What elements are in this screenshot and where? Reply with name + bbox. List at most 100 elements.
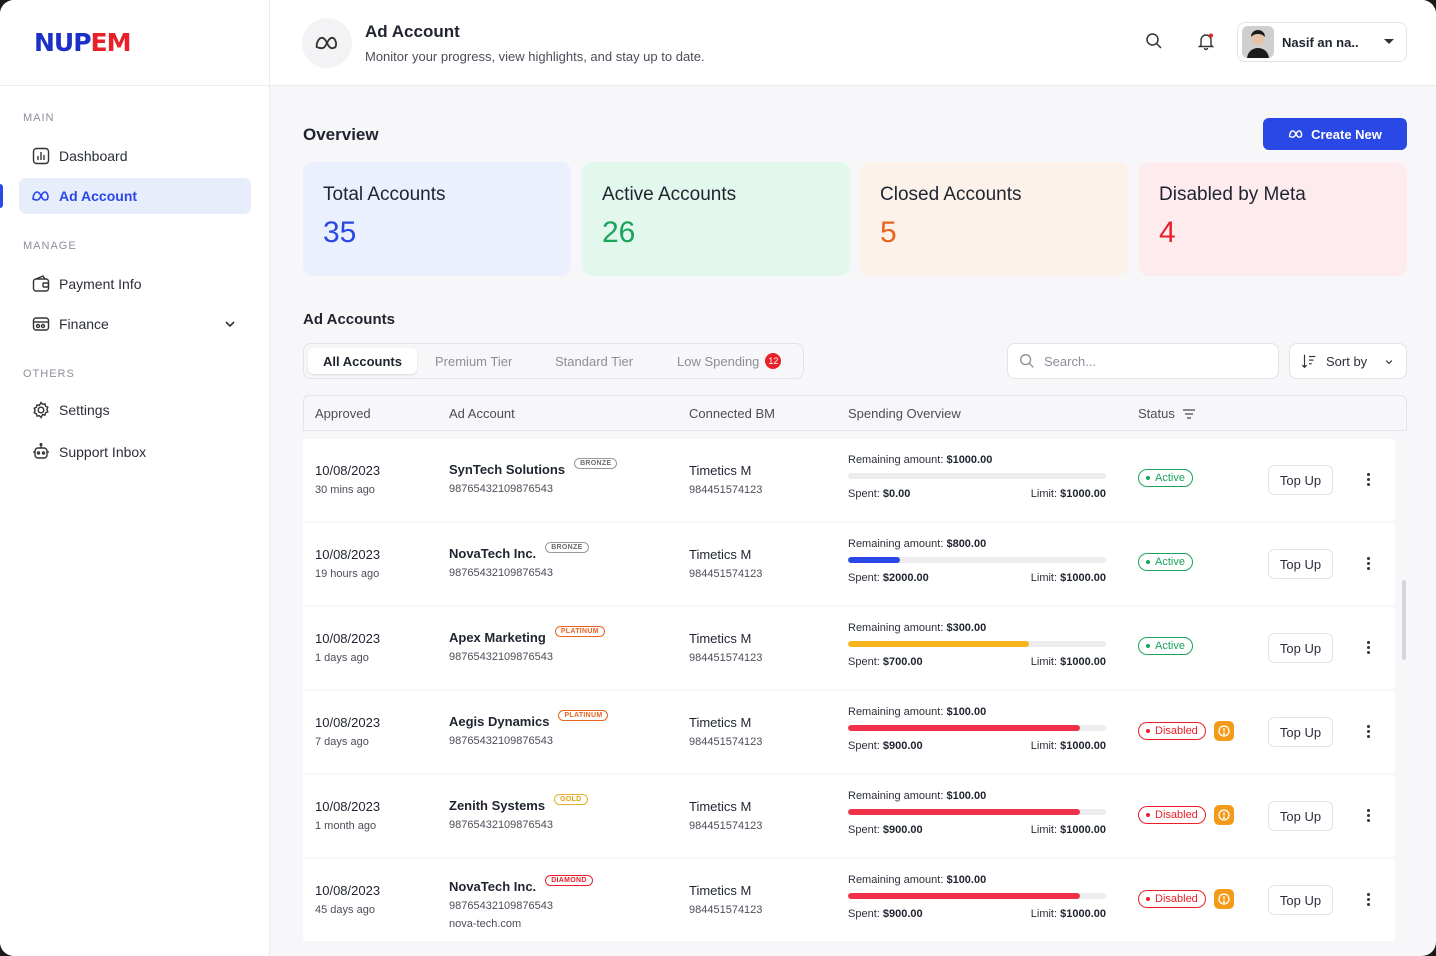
spending-progress-bar — [848, 809, 1106, 815]
top-up-button[interactable]: Top Up — [1268, 801, 1333, 831]
sidebar-item-dashboard[interactable]: Dashboard — [19, 138, 251, 174]
sidebar-item-label: Payment Info — [59, 276, 142, 292]
approved-cell: 10/08/2023 45 days ago — [315, 883, 380, 916]
stat-card: Total Accounts 35 — [303, 162, 571, 276]
ad-account-domain: nova-tech.com — [449, 918, 522, 930]
spending-progress-bar — [848, 473, 1106, 479]
avatar-image — [1242, 26, 1274, 58]
connected-bm-cell: Timetics M 984451574123 — [689, 631, 762, 664]
warning-icon[interactable] — [1213, 889, 1234, 909]
create-new-label: Create New — [1311, 126, 1382, 142]
search-box — [1007, 343, 1279, 379]
spending-progress-bar — [848, 557, 1106, 563]
warning-icon[interactable] — [1213, 805, 1234, 825]
top-up-button[interactable]: Top Up — [1268, 885, 1333, 915]
stat-card: Disabled by Meta 4 — [1139, 162, 1407, 276]
ad-accounts-title: Ad Accounts — [303, 311, 395, 328]
ad-account-cell: Apex Marketing PLATINUM 98765432109876543 — [449, 626, 605, 663]
table-row[interactable]: 10/08/2023 7 days ago Aegis Dynamics PLATIN… — [303, 691, 1395, 773]
ad-account-name[interactable]: Zenith Systems — [449, 798, 546, 813]
limit-amount: Limit: $1000.00 — [1030, 572, 1106, 584]
more-options-icon[interactable] — [1360, 637, 1376, 657]
ad-account-name[interactable]: NovaTech Inc. — [449, 879, 537, 894]
ad-account-id: 98765432109876543 — [449, 483, 554, 495]
tier-badge: PLATINUM — [554, 626, 605, 637]
approved-ago: 19 hours ago — [315, 568, 380, 580]
section-label-main: MAIN — [23, 112, 55, 124]
sidebar-item-support-inbox[interactable]: Support Inbox — [19, 434, 251, 470]
bell-icon — [1197, 33, 1215, 51]
spending-progress-bar — [848, 641, 1106, 647]
ad-account-name[interactable]: Apex Marketing — [449, 630, 546, 645]
table-row[interactable]: 10/08/2023 30 mins ago SynTech Solutions BR… — [303, 439, 1395, 521]
tab-all-accounts[interactable]: All Accounts — [308, 348, 417, 374]
caret-down-icon — [1384, 39, 1394, 44]
tier-badge: DIAMOND — [545, 875, 593, 886]
section-label-manage: MANAGE — [23, 240, 77, 252]
remaining-amount: Remaining amount: $800.00 — [848, 538, 987, 550]
more-options-icon[interactable] — [1360, 889, 1376, 909]
top-up-button[interactable]: Top Up — [1268, 549, 1333, 579]
sidebar-item-ad-account[interactable]: Ad Account — [19, 178, 251, 214]
user-menu[interactable]: Nasif an na.. — [1237, 22, 1407, 62]
tab-standard-tier[interactable]: Standard Tier — [555, 348, 633, 374]
status-cell: Active — [1138, 637, 1193, 655]
approved-date: 10/08/2023 — [315, 463, 381, 478]
top-up-button[interactable]: Top Up — [1268, 633, 1333, 663]
column-header-status[interactable]: Status — [1138, 406, 1197, 421]
brand-logo[interactable]: NUPEM — [34, 28, 132, 57]
sort-dropdown[interactable]: Sort by — [1289, 343, 1407, 379]
sort-label: Sort by — [1326, 353, 1368, 369]
top-up-button[interactable]: Top Up — [1268, 717, 1333, 747]
approved-date: 10/08/2023 — [315, 547, 381, 562]
tier-badge: BRONZE — [574, 458, 618, 469]
table-row[interactable]: 10/08/2023 1 days ago Apex Marketing PLATIN… — [303, 607, 1395, 689]
more-options-icon[interactable] — [1360, 721, 1376, 741]
table-row[interactable]: 10/08/2023 19 hours ago NovaTech Inc. BRONZ… — [303, 523, 1395, 605]
search-input[interactable] — [1044, 353, 1264, 369]
limit-amount: Limit: $1000.00 — [1030, 488, 1106, 500]
scrollbar[interactable] — [1402, 580, 1406, 660]
top-up-button[interactable]: Top Up — [1268, 465, 1333, 495]
status-badge: Active — [1138, 553, 1193, 571]
more-options-icon[interactable] — [1360, 469, 1376, 489]
create-new-button[interactable]: Create New — [1263, 118, 1407, 150]
approved-ago: 1 month ago — [315, 820, 377, 832]
limit-amount: Limit: $1000.00 — [1030, 824, 1106, 836]
ad-account-cell: NovaTech Inc. DIAMOND 98765432109876543 nov… — [449, 875, 593, 930]
table-row[interactable]: 10/08/2023 1 month ago Zenith Systems GOLD 9… — [303, 775, 1395, 857]
tab-premium-tier[interactable]: Premium Tier — [435, 348, 512, 374]
stat-card-label: Closed Accounts — [880, 184, 1022, 205]
ad-account-name[interactable]: Aegis Dynamics — [449, 714, 550, 729]
search-icon — [1146, 33, 1162, 49]
spent-amount: Spent: $900.00 — [848, 824, 923, 836]
more-options-icon[interactable] — [1360, 553, 1376, 573]
dashboard-icon — [32, 147, 50, 165]
chevron-down-icon[interactable] — [223, 317, 237, 331]
spent-amount: Spent: $900.00 — [848, 908, 923, 920]
bm-id: 984451574123 — [689, 904, 763, 916]
limit-amount: Limit: $1000.00 — [1030, 656, 1106, 668]
logo-area: NUPEM — [0, 0, 269, 86]
sidebar-item-settings[interactable]: Settings — [19, 392, 251, 428]
spending-progress-fill — [848, 809, 1081, 815]
sidebar-item-finance[interactable]: Finance — [19, 306, 251, 342]
column-header-ad-account: Ad Account — [449, 406, 515, 421]
filter-icon — [1182, 408, 1195, 419]
sidebar-item-payment-info[interactable]: Payment Info — [19, 266, 251, 302]
warning-icon[interactable] — [1213, 721, 1234, 741]
overview-title: Overview — [303, 125, 379, 144]
tab-low-spending[interactable]: Low Spending 12 — [677, 348, 782, 374]
tier-badge: PLATINUM — [558, 710, 609, 721]
status-cell: Disabled — [1138, 721, 1234, 741]
more-options-icon[interactable] — [1360, 805, 1376, 825]
stat-card-value: 5 — [880, 216, 897, 249]
table-row[interactable]: 10/08/2023 45 days ago NovaTech Inc. DIAMON… — [303, 859, 1395, 941]
ad-account-name[interactable]: NovaTech Inc. — [449, 546, 537, 561]
search-button[interactable] — [1142, 29, 1166, 53]
bm-name: Timetics M — [689, 799, 752, 814]
ad-account-name[interactable]: SynTech Solutions — [449, 462, 566, 477]
sidebar-item-label: Dashboard — [59, 148, 128, 164]
connected-bm-cell: Timetics M 984451574123 — [689, 799, 762, 832]
notifications-button[interactable] — [1194, 29, 1218, 53]
